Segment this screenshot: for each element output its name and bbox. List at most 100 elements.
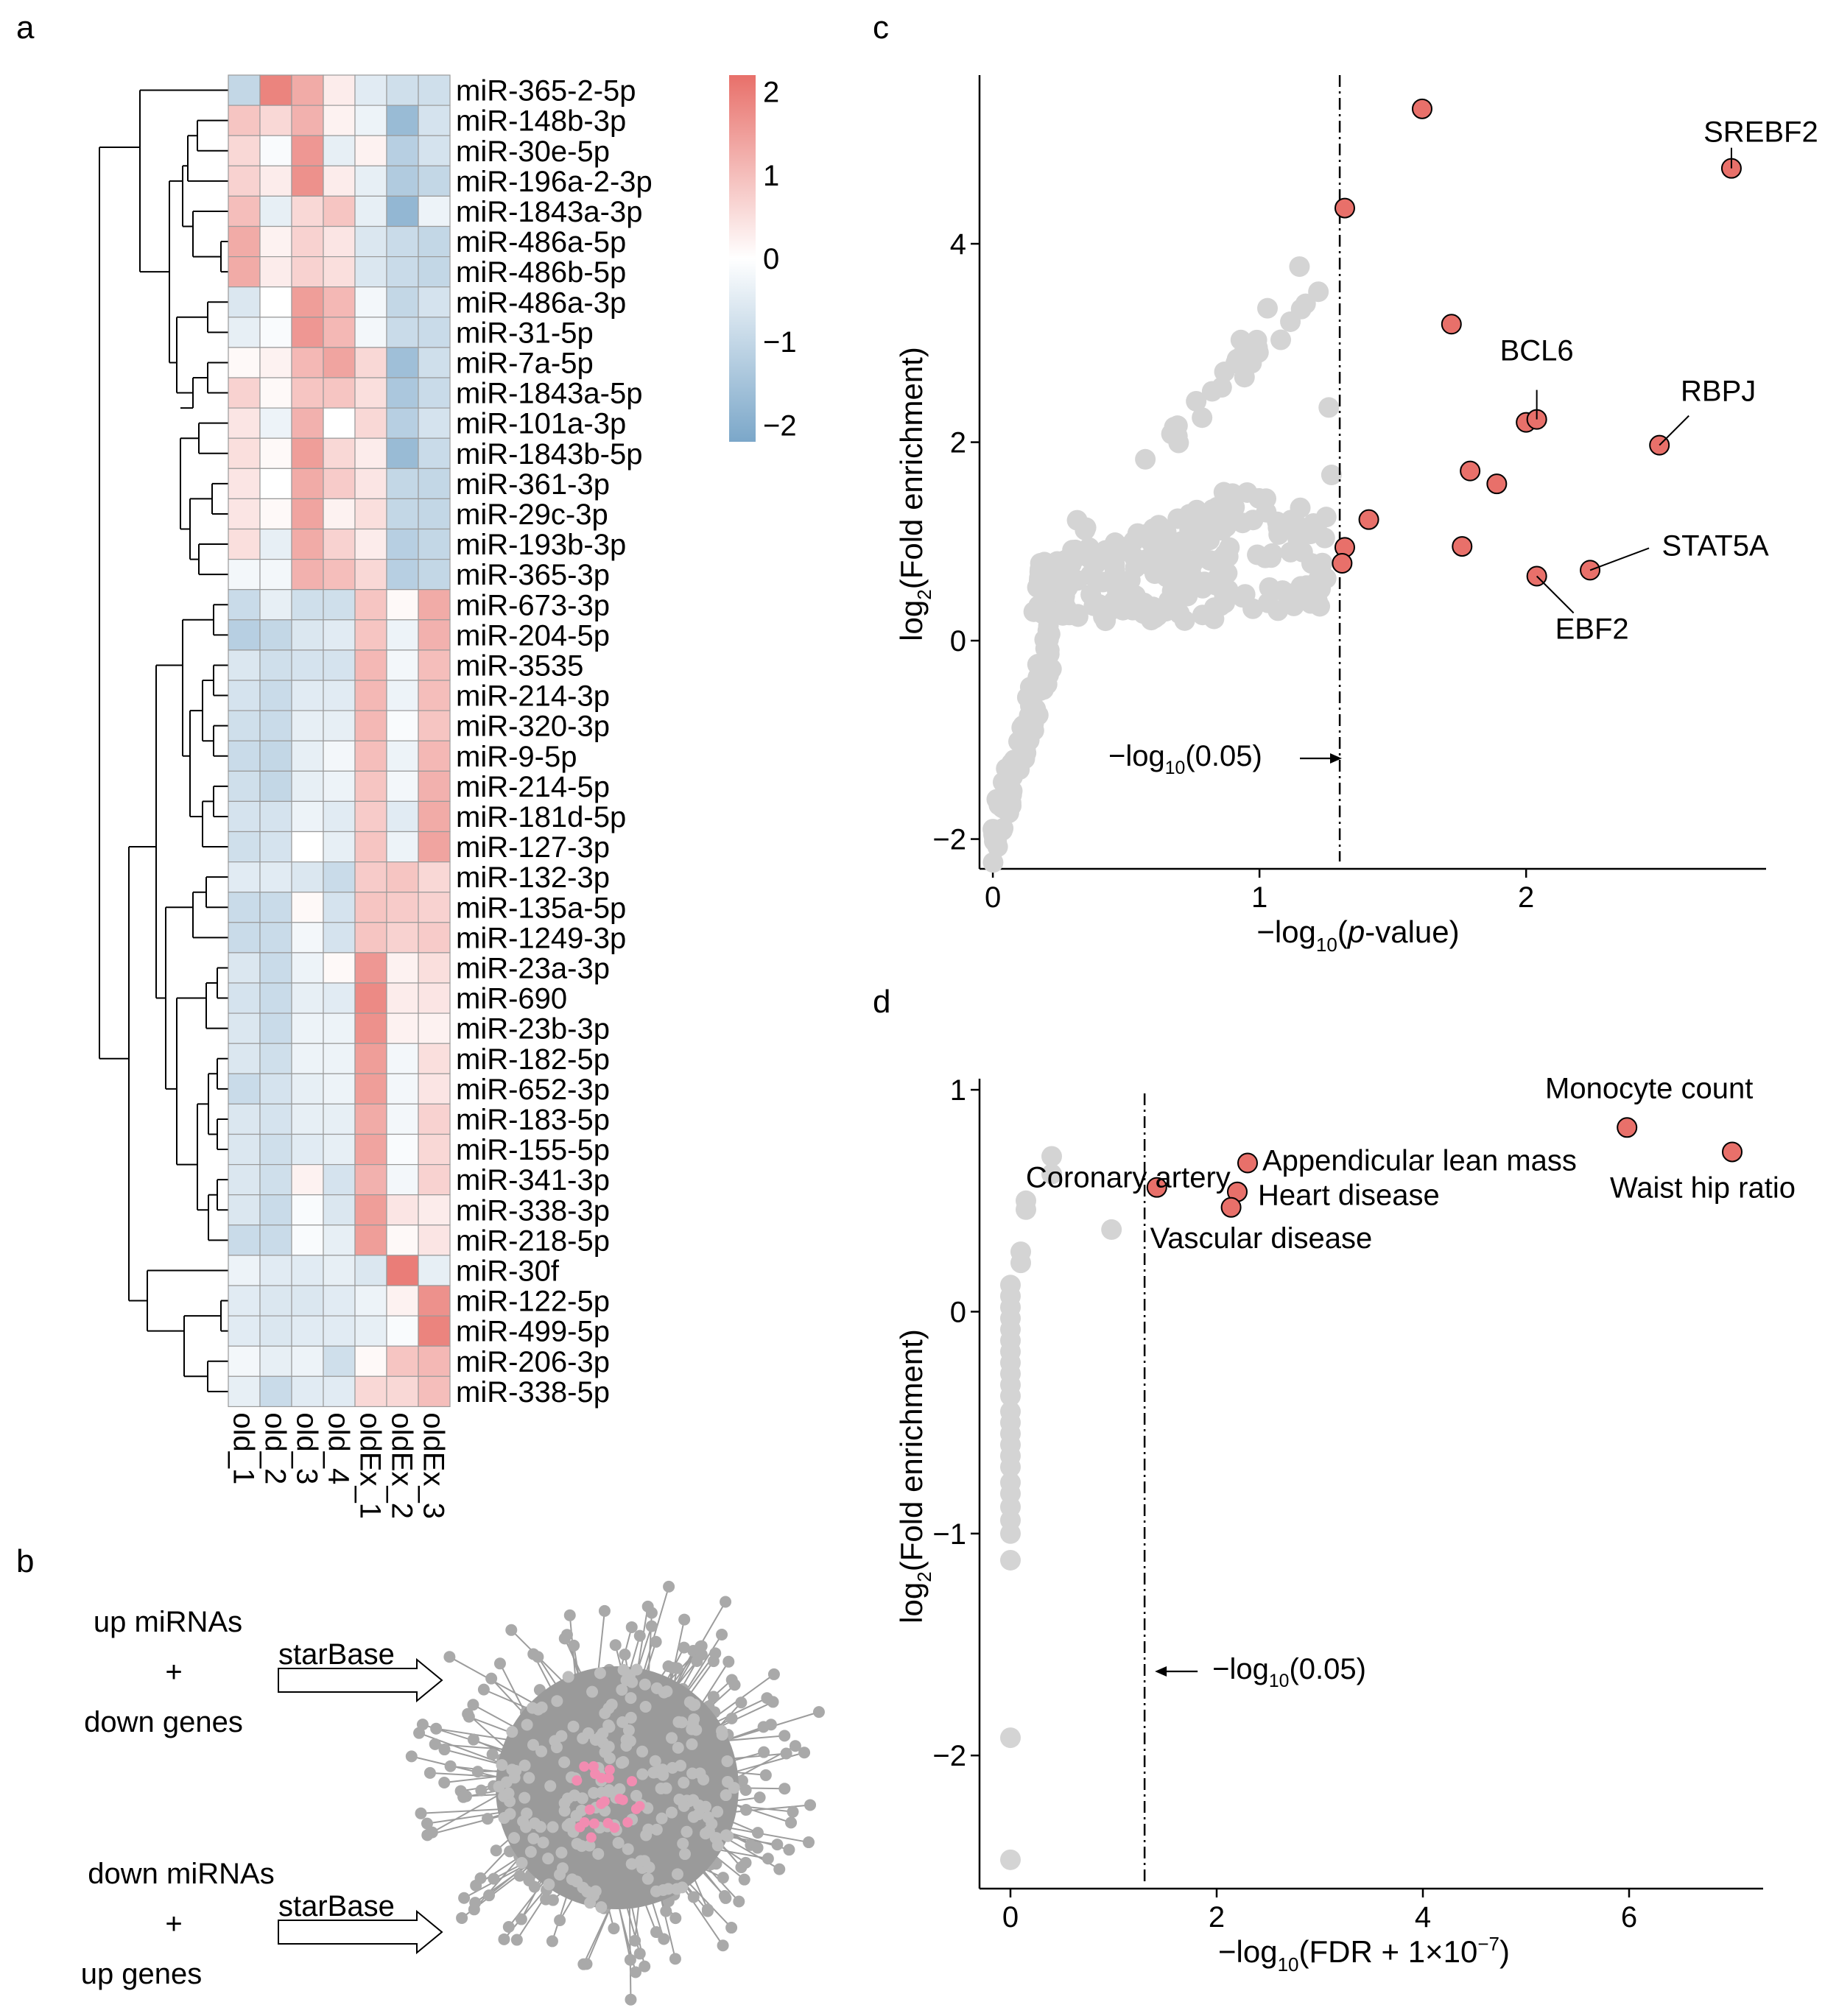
- network-node: [767, 1668, 780, 1680]
- heatmap-cell: [418, 498, 451, 530]
- grey-point: [1300, 593, 1321, 614]
- network-node: [739, 1804, 752, 1816]
- heatmap-cell: [386, 347, 419, 378]
- threshold-arrowhead: [1330, 753, 1342, 764]
- network-node: [527, 1832, 540, 1844]
- legend-tick-label: −1: [763, 326, 797, 359]
- heatmap-cell: [354, 195, 387, 228]
- heatmap-row-label: miR-1843a-5p: [456, 378, 642, 410]
- heatmap-row-label: miR-9-5p: [456, 741, 577, 773]
- heatmap-cell: [291, 528, 324, 560]
- heatmap-cell: [259, 377, 292, 409]
- grey-point: [1321, 465, 1342, 486]
- heatmap-cell: [354, 861, 387, 893]
- network-node: [639, 1678, 651, 1691]
- network-node: [521, 1807, 533, 1819]
- grey-point: [1289, 256, 1310, 278]
- heatmap-cell: [418, 861, 451, 893]
- heatmap-cell: [386, 1133, 419, 1166]
- heatmap-cell: [291, 105, 324, 136]
- heatmap-cell: [354, 1285, 387, 1317]
- network-node: [722, 1830, 734, 1842]
- network-node: [493, 1780, 505, 1793]
- heatmap-cell: [354, 105, 387, 136]
- network-node: [686, 1738, 698, 1750]
- network-node: [549, 1735, 561, 1747]
- network-node: [695, 1640, 707, 1653]
- diagram-plus-1: +: [165, 1656, 182, 1688]
- network-node: [662, 1660, 675, 1673]
- grey-point: [1000, 1549, 1021, 1571]
- heatmap-cell: [228, 498, 261, 530]
- network-node: [577, 1732, 589, 1744]
- heatmap-row-label: miR-148b-3p: [456, 105, 626, 138]
- heatmap-cell: [418, 437, 451, 469]
- network-node: [722, 1655, 735, 1668]
- heatmap-cell: [418, 1103, 451, 1135]
- heatmap-cell: [418, 377, 451, 409]
- heatmap-cell: [354, 1315, 387, 1347]
- network-node: [413, 1727, 426, 1739]
- grey-point: [1222, 483, 1243, 504]
- heatmap-cell: [228, 1345, 261, 1377]
- heatmap-cell: [386, 1012, 419, 1044]
- network-node: [716, 1628, 728, 1640]
- network-node: [707, 1691, 720, 1703]
- heatmap-cell: [291, 649, 324, 681]
- grey-point: [985, 825, 1006, 847]
- network-hub-node: [609, 1822, 620, 1833]
- heatmap-cell: [354, 1375, 387, 1408]
- heatmap-cell: [386, 680, 419, 711]
- network-hub-node: [588, 1761, 599, 1772]
- x-tick-label: 0: [985, 881, 1001, 914]
- x-tick-label: 2: [1518, 881, 1534, 914]
- heatmap-cell: [291, 831, 324, 863]
- network-node: [798, 1747, 811, 1759]
- heatmap-cell: [386, 74, 419, 106]
- y-tick-label: 4: [950, 228, 966, 261]
- network-node: [739, 1856, 752, 1869]
- heatmap-row-label: miR-3535: [456, 649, 583, 682]
- network-node: [645, 1620, 658, 1632]
- grey-point: [1287, 529, 1309, 551]
- network-node: [502, 1921, 515, 1934]
- heatmap-cell: [228, 1043, 261, 1074]
- network-node: [625, 1621, 638, 1633]
- heatmap-cell: [386, 528, 419, 560]
- heatmap-row-label: miR-30e-5p: [456, 135, 610, 168]
- heatmap-row-label: miR-196a-2-3p: [456, 166, 653, 198]
- heatmap-cell: [418, 770, 451, 803]
- heatmap-cell: [259, 195, 292, 228]
- heatmap-cell: [323, 1073, 356, 1105]
- network-node: [625, 1993, 637, 2006]
- y-tick-label: −1: [932, 1518, 966, 1551]
- heatmap-cell: [418, 105, 451, 136]
- heatmap-cell: [323, 1103, 356, 1135]
- heatmap-cell: [323, 407, 356, 439]
- heatmap-cell: [228, 135, 261, 166]
- heatmap-cell: [386, 770, 419, 803]
- network-node: [488, 1872, 500, 1885]
- heatmap-column-label: old_2: [259, 1412, 292, 1484]
- diagram-label-down-genes: down genes: [84, 1706, 243, 1738]
- network-node: [483, 1889, 496, 1902]
- heatmap-row-label: miR-486b-5p: [456, 256, 626, 289]
- heatmap-cell: [291, 74, 324, 106]
- heatmap-cell: [291, 1285, 324, 1317]
- heatmap-cell: [228, 74, 261, 106]
- nonsignificant-points: [1000, 1146, 1122, 1870]
- heatmap-cell: [354, 225, 387, 258]
- heatmap-cell: [354, 1224, 387, 1256]
- network-node: [666, 1732, 678, 1744]
- network-node: [429, 1738, 441, 1750]
- heatmap-cell: [354, 528, 387, 560]
- panel-c-scatter: 0 1 2 −2 0 2 4 −log10(p-value) log2(Fold enrichm…: [894, 75, 1818, 956]
- grey-point: [1217, 546, 1239, 567]
- heatmap-row-label: miR-31-5p: [456, 317, 594, 349]
- network-node: [626, 1676, 639, 1688]
- grey-point: [1153, 524, 1175, 546]
- heatmap-cell: [386, 1375, 419, 1408]
- network-node: [616, 1683, 628, 1696]
- network-node: [426, 1826, 438, 1839]
- network-node: [677, 1837, 689, 1850]
